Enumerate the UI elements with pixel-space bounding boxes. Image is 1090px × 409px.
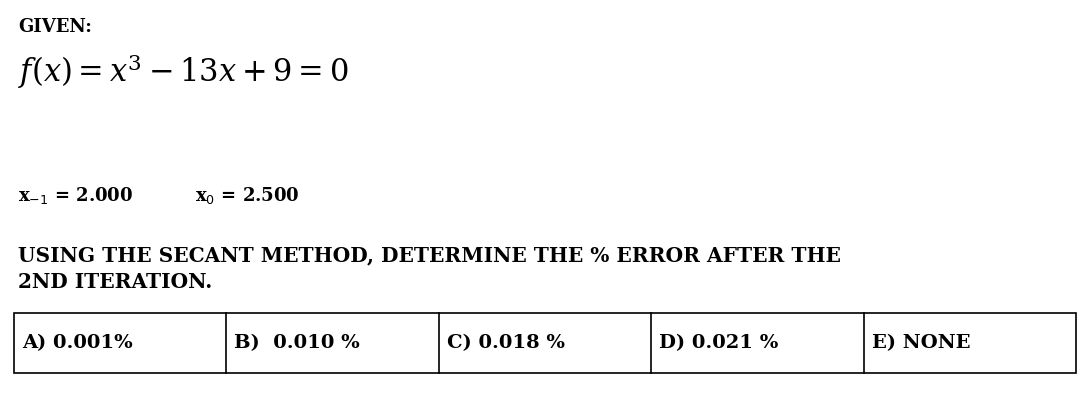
Text: $f(x) = x^3 - 13x + 9 = 0$: $f(x) = x^3 - 13x + 9 = 0$ <box>19 52 349 91</box>
Text: E) NONE: E) NONE <box>872 334 970 352</box>
Text: USING THE SECANT METHOD, DETERMINE THE % ERROR AFTER THE: USING THE SECANT METHOD, DETERMINE THE %… <box>19 245 840 265</box>
Text: B)  0.010 %: B) 0.010 % <box>234 334 360 352</box>
Text: C) 0.018 %: C) 0.018 % <box>447 334 565 352</box>
Text: x$_{-1}$ = 2.000: x$_{-1}$ = 2.000 <box>19 185 133 206</box>
Text: GIVEN:: GIVEN: <box>19 18 92 36</box>
Bar <box>14 313 1076 373</box>
Text: D) 0.021 %: D) 0.021 % <box>659 334 778 352</box>
Text: A) 0.001%: A) 0.001% <box>22 334 133 352</box>
Text: x$_0$ = 2.500: x$_0$ = 2.500 <box>195 185 300 206</box>
Text: 2ND ITERATION.: 2ND ITERATION. <box>19 272 213 292</box>
